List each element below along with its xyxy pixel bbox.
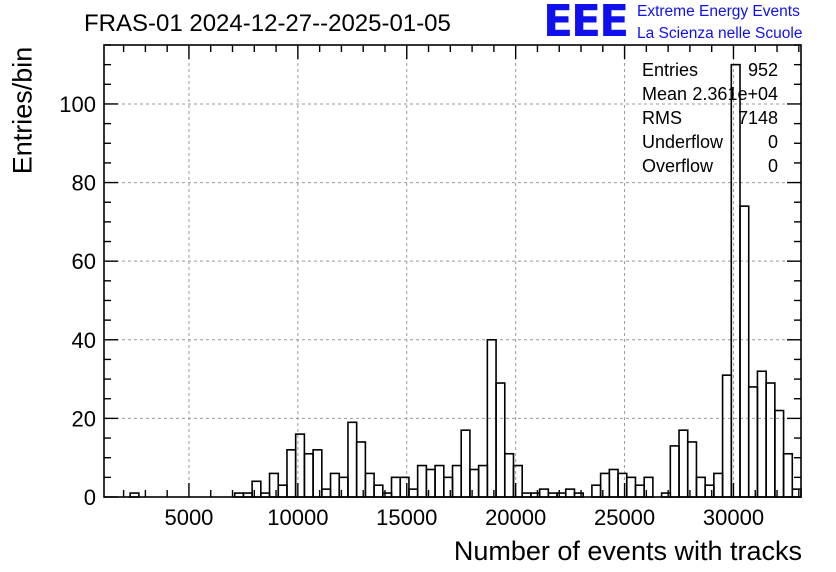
stats-key: Entries [642, 60, 699, 80]
logo-line-1: Extreme Energy Events [637, 3, 800, 20]
stats-row-underflow: Underflow 0 [642, 130, 778, 154]
grid-lines [104, 45, 801, 497]
stats-key: Overflow [642, 156, 714, 176]
tick-labels: 5000 10000 15000 20000 25000 30000 0 20 40 60 80 10… [59, 92, 764, 530]
x-axis-label: Number of events with tracks [453, 536, 802, 566]
stats-key: Underflow [642, 132, 724, 152]
x-tick-label: 20000 [485, 505, 546, 530]
stats-row-mean: Mean 2.361e+04 [642, 82, 778, 106]
y-tick-label: 20 [72, 406, 96, 431]
x-tick-label: 30000 [703, 505, 764, 530]
x-tick-label: 25000 [594, 505, 655, 530]
y-tick-label: 0 [84, 485, 96, 510]
y-axis-label: Entries/bin [7, 46, 38, 175]
y-tick-label: 40 [72, 328, 96, 353]
chart-title: FRAS-01 2024-12-27--2025-01-05 [84, 10, 451, 37]
stats-key: Mean [642, 84, 688, 104]
stats-key: RMS [642, 108, 682, 128]
stats-value: 0 [767, 156, 778, 176]
y-tick-label: 100 [59, 92, 96, 117]
stats-row-overflow: Overflow 0 [642, 154, 778, 178]
plot-frame [103, 44, 802, 498]
y-tick-label: 80 [72, 171, 96, 196]
logo-line-2: La Scienza nelle Scuole [637, 25, 803, 42]
eee-logo: EEE [543, 0, 629, 47]
stats-value: 952 [747, 60, 778, 80]
plot-border [103, 44, 802, 498]
stats-box: Entries 952 Mean 2.361e+04 RMS 7148 Underfl… [642, 58, 778, 178]
stats-row-entries: Entries 952 [642, 58, 778, 82]
stats-value: 7148 [737, 108, 778, 128]
stats-row-rms: RMS 7148 [642, 106, 778, 130]
x-tick-label: 10000 [267, 505, 328, 530]
stats-value: 2.361e+04 [692, 84, 778, 104]
x-tick-label: 5000 [164, 505, 213, 530]
axis-ticks [104, 44, 801, 498]
x-tick-label: 15000 [376, 505, 437, 530]
stats-value: 0 [767, 132, 778, 152]
y-tick-label: 60 [72, 249, 96, 274]
